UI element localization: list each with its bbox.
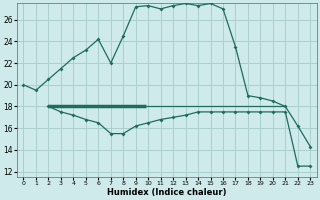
X-axis label: Humidex (Indice chaleur): Humidex (Indice chaleur) (107, 188, 227, 197)
